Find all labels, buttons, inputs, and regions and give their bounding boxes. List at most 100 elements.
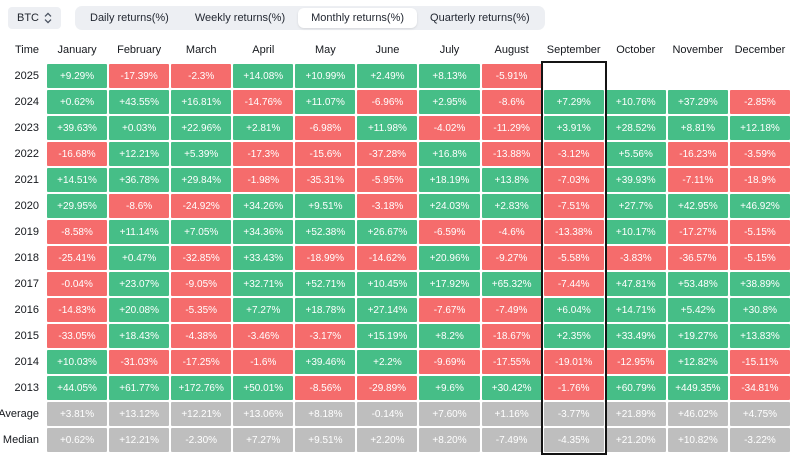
tab-daily-returns[interactable]: Daily returns(%) [77,8,182,28]
cell-2015-december: +13.83% [729,324,790,348]
cell-2013-april: +50.01% [233,376,294,400]
row-label-2025: 2025 [14,70,39,82]
cell-2014-november: +12.82% [667,350,728,374]
cell-average-january: +3.81% [47,402,108,426]
cell-2016-july: -7.67% [419,298,480,322]
cell-2019-october: +10.17% [605,220,666,244]
cell-2024-february: +43.55% [109,90,170,114]
cell-2014-september: -19.01% [543,350,604,374]
cell-2017-september: -7.44% [543,272,604,296]
cell-average-may: +8.18% [295,402,356,426]
cell-2013-march: +172.76% [171,376,232,400]
cell-2023-august: -11.29% [481,116,542,140]
cell-2022-november: -16.23% [667,142,728,166]
cell-2019-june: +26.67% [357,220,418,244]
row-label-2019: 2019 [14,226,39,238]
cell-2019-february: +11.14% [109,220,170,244]
cell-2014-april: -1.6% [233,350,294,374]
column-header-august: August [494,44,529,56]
cell-2024-november: +37.29% [667,90,728,114]
cell-2015-may: -3.17% [295,324,356,348]
column-header-december: December [734,44,786,56]
cell-2024-june: -6.96% [357,90,418,114]
cell-2020-july: +24.03% [419,194,480,218]
cell-2022-may: -15.6% [295,142,356,166]
cell-2013-november: +449.35% [667,376,728,400]
column-header-time: Time [14,44,39,56]
cell-2022-january: -16.68% [47,142,108,166]
cell-2014-may: +39.46% [295,350,356,374]
cell-2019-july: -6.59% [419,220,480,244]
cell-average-september: -3.77% [543,402,604,426]
tab-weekly-returns[interactable]: Weekly returns(%) [182,8,298,28]
tab-quarterly-returns[interactable]: Quarterly returns(%) [417,8,543,28]
cell-2017-august: +65.32% [481,272,542,296]
cell-2013-september: -1.76% [543,376,604,400]
cell-2025-october [606,64,666,88]
cell-2025-july: +8.13% [419,64,480,88]
cell-2024-march: +16.81% [171,90,232,114]
row-label-2016: 2016 [14,304,39,316]
row-label-average: Average [0,408,39,420]
row-label-2015: 2015 [14,330,39,342]
cell-2018-september: -5.58% [543,246,604,270]
cell-2023-june: +11.98% [357,116,418,140]
cell-2021-november: -7.11% [667,168,728,192]
cell-2014-january: +10.03% [47,350,108,374]
row-label-2018: 2018 [14,252,39,264]
cell-2021-august: +13.8% [481,168,542,192]
cell-2024-september: +7.29% [543,90,604,114]
column-header-september: September [546,44,601,56]
cell-2020-february: -8.6% [109,194,170,218]
cell-2019-september: -13.38% [543,220,604,244]
cell-median-september: -4.35% [543,428,604,452]
cell-2025-november [668,64,728,88]
cell-2017-july: +17.92% [419,272,480,296]
cell-average-october: +21.89% [605,402,666,426]
cell-average-april: +13.06% [233,402,294,426]
cell-2018-february: +0.47% [109,246,170,270]
cell-2025-december [730,64,790,88]
cell-2015-october: +33.49% [605,324,666,348]
cell-2021-july: +18.19% [419,168,480,192]
cell-2021-may: -35.31% [295,168,356,192]
cell-2025-march: -2.3% [171,64,232,88]
cell-2018-august: -9.27% [481,246,542,270]
cell-2016-february: +20.08% [109,298,170,322]
cell-2019-august: -4.6% [481,220,542,244]
cell-2014-october: -12.95% [605,350,666,374]
cell-2015-march: -4.38% [171,324,232,348]
cell-2020-january: +29.95% [47,194,108,218]
coin-selector-button[interactable]: BTC [8,7,61,29]
column-header-april: April [252,44,275,56]
cell-median-march: -2.30% [171,428,232,452]
cell-2023-september: +3.91% [543,116,604,140]
cell-2013-december: -34.81% [729,376,790,400]
cell-2024-july: +2.95% [419,90,480,114]
cell-2023-december: +12.18% [729,116,790,140]
cell-2015-january: -33.05% [47,324,108,348]
cell-2022-february: +12.21% [109,142,170,166]
cell-average-august: +1.16% [481,402,542,426]
cell-2016-march: -5.35% [171,298,232,322]
cell-2014-june: +2.2% [357,350,418,374]
sort-arrows-icon [44,12,52,24]
cell-2019-may: +52.38% [295,220,356,244]
column-header-november: November [672,44,724,56]
cell-2019-march: +7.05% [171,220,232,244]
cell-2020-september: -7.51% [543,194,604,218]
cell-2013-august: +30.42% [481,376,542,400]
cell-2014-december: -15.11% [729,350,790,374]
cell-2018-june: -14.62% [357,246,418,270]
cell-average-february: +13.12% [109,402,170,426]
cell-2024-april: -14.76% [233,90,294,114]
cell-2023-october: +28.52% [605,116,666,140]
tab-monthly-returns[interactable]: Monthly returns(%) [298,8,418,28]
cell-2018-january: -25.41% [47,246,108,270]
cell-2023-january: +39.63% [47,116,108,140]
cell-2022-september: -3.12% [543,142,604,166]
returns-period-tabs: Daily returns(%) Weekly returns(%) Monthly… [75,6,545,30]
cell-2023-july: -4.02% [419,116,480,140]
returns-grid: Time January February March April May June July… [0,38,790,452]
cell-2022-october: +5.56% [605,142,666,166]
